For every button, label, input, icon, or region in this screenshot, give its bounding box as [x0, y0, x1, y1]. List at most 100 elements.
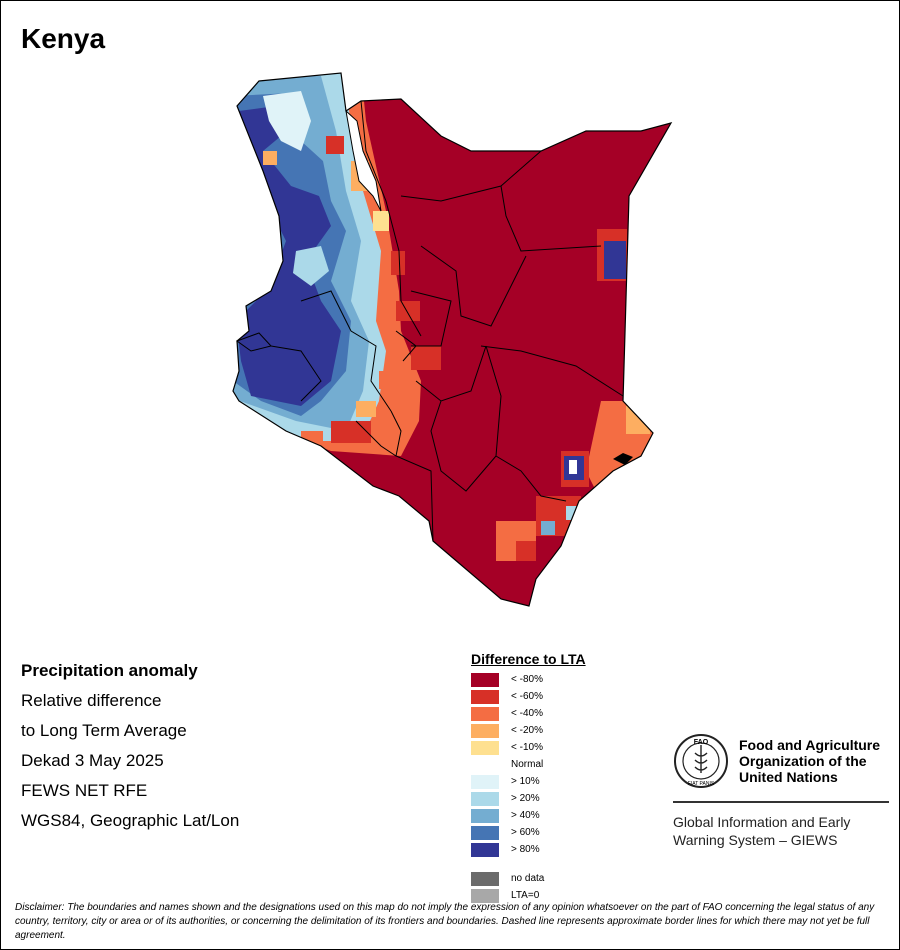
raster-cell — [331, 421, 371, 443]
raster-west-near-normal — [263, 91, 311, 151]
fao-logo-motto: FIAT PANIS — [688, 781, 715, 787]
legend-row: > 20% — [471, 790, 586, 807]
legend-swatch — [471, 808, 499, 823]
fao-branding: FAO FIAT PANIS Food and Agriculture Orga… — [673, 733, 889, 849]
admin-boundary — [415, 345, 487, 402]
legend-swatch — [471, 825, 499, 840]
raster-cell — [391, 251, 405, 275]
admin-boundaries — [270, 100, 624, 542]
admin-boundary — [300, 290, 392, 412]
anomaly-raster — [233, 73, 671, 606]
legend-swatch — [471, 706, 499, 721]
legend-row: > 10% — [471, 773, 586, 790]
fao-name-line: United Nations — [739, 769, 838, 785]
legend-row: > 60% — [471, 824, 586, 841]
kenya-border — [232, 72, 673, 607]
fao-name-line: Organization of the — [739, 753, 867, 769]
info-heading: Precipitation anomaly — [21, 661, 198, 680]
admin-boundary — [480, 345, 624, 397]
legend-label: > 20% — [511, 793, 540, 804]
disclaimer: Disclaimer: The boundaries and names sho… — [15, 902, 875, 941]
lake-turkana-outline — [345, 109, 382, 212]
legend-row: > 80% — [471, 841, 586, 858]
raster-cell — [569, 460, 577, 474]
info-projection: WGS84, Geographic Lat/Lon — [21, 811, 240, 830]
admin-boundary — [485, 345, 567, 502]
legend-row: < -20% — [471, 722, 586, 739]
legend-swatch — [471, 723, 499, 738]
legend-swatch — [471, 757, 499, 772]
fao-name-line: Food and Agriculture — [739, 737, 881, 753]
giews-line: Global Information and Early — [673, 814, 851, 830]
giews-line: Warning System – GIEWS — [673, 832, 838, 848]
legend-label: > 60% — [511, 827, 540, 838]
legend-row: < -80% — [471, 671, 586, 688]
legend-label: > 40% — [511, 810, 540, 821]
fao-name: Food and Agriculture Organization of the… — [739, 737, 880, 785]
legend-label-nodata: no data — [511, 873, 545, 884]
legend-label-lta0: LTA=0 — [511, 890, 540, 901]
legend-label: < -10% — [511, 742, 543, 753]
fao-logo: FAO FIAT PANIS — [674, 734, 728, 788]
admin-boundary — [355, 420, 397, 457]
raster-cell — [379, 371, 401, 389]
raster-cell — [626, 406, 650, 434]
legend-label: < -60% — [511, 691, 543, 702]
legend-label: Normal — [511, 759, 544, 770]
legend-row: < -10% — [471, 739, 586, 756]
raster-cell — [326, 136, 344, 154]
legend-row: Normal — [471, 756, 586, 773]
raster-cell — [301, 431, 323, 445]
admin-boundary — [395, 330, 417, 362]
legend-row-lta0: LTA=0 — [471, 887, 586, 904]
legend-label: < -40% — [511, 708, 543, 719]
legend-label: < -20% — [511, 725, 543, 736]
kenya-anomaly-map — [232, 72, 673, 607]
raster-cell — [396, 301, 420, 321]
admin-boundary — [270, 345, 322, 402]
raster-cell — [604, 241, 626, 279]
map-info: Precipitation anomaly Relative differenc… — [21, 656, 239, 836]
info-line: to Long Term Average — [21, 721, 187, 740]
raster-cell — [263, 151, 277, 165]
raster-cell — [516, 541, 536, 561]
info-period: Dekad 3 May 2025 — [21, 751, 164, 770]
legend-row: < -60% — [471, 688, 586, 705]
map-title: Kenya — [21, 23, 106, 54]
admin-boundary — [410, 290, 452, 347]
legend-swatch — [471, 774, 499, 789]
info-line: Relative difference — [21, 691, 162, 710]
legend-row: > 40% — [471, 807, 586, 824]
raster-cell — [356, 401, 376, 417]
legend-swatch — [471, 791, 499, 806]
raster-cell — [411, 346, 441, 370]
legend-label: < -80% — [511, 674, 543, 685]
raster-cell — [541, 521, 555, 535]
giews-name: Global Information and Early Warning Sys… — [673, 813, 889, 849]
admin-boundary — [430, 400, 497, 492]
legend: Difference to LTA < -80% < -60% < -40% < -2… — [471, 651, 586, 904]
fao-divider — [673, 801, 889, 803]
admin-boundary — [400, 150, 542, 202]
legend-swatch-lta0 — [471, 888, 499, 903]
legend-title: Difference to LTA — [471, 651, 586, 667]
raster-cell — [373, 211, 389, 231]
admin-boundary — [420, 245, 527, 327]
legend-swatch — [471, 672, 499, 687]
legend-label: > 80% — [511, 844, 540, 855]
raster-west-mild-wet-patch — [293, 246, 329, 286]
legend-label: > 10% — [511, 776, 540, 787]
coastal-islands — [613, 453, 633, 465]
legend-row-nodata: no data — [471, 870, 586, 887]
legend-swatch — [471, 740, 499, 755]
info-source: FEWS NET RFE — [21, 781, 148, 800]
fao-logo-letters: FAO — [694, 739, 709, 746]
legend-swatch-nodata — [471, 871, 499, 886]
legend-rows: < -80% < -60% < -40% < -20% < -10% Normal > 10… — [471, 671, 586, 858]
legend-swatch — [471, 842, 499, 857]
legend-row: < -40% — [471, 705, 586, 722]
legend-swatch — [471, 689, 499, 704]
admin-boundary — [500, 185, 602, 252]
admin-boundary — [360, 100, 422, 337]
